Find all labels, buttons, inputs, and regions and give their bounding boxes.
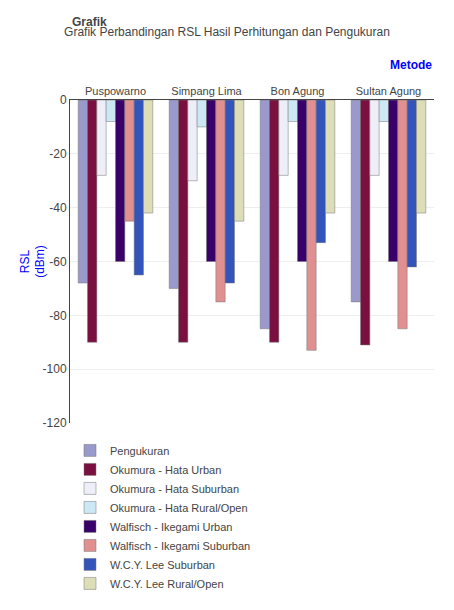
svg-text:-60: -60 (49, 255, 67, 269)
svg-text:-20: -20 (49, 147, 67, 161)
svg-text:Bon Agung: Bon Agung (271, 85, 325, 97)
svg-text:RSL(dBm): RSL(dBm) (18, 245, 48, 278)
svg-text:-40: -40 (49, 201, 67, 215)
svg-text:Puspowarno: Puspowarno (85, 85, 146, 97)
svg-text:Pengukuran: Pengukuran (110, 445, 169, 457)
svg-text:Grafik Perbandingan RSL Hasil: Grafik Perbandingan RSL Hasil Perhitunga… (64, 25, 390, 39)
svg-text:Walfisch - Ikegami Suburban: Walfisch - Ikegami Suburban (110, 540, 250, 552)
svg-text:Grafik: Grafik (72, 15, 107, 29)
svg-text:W.C.Y. Lee Suburban: W.C.Y. Lee Suburban (110, 559, 215, 571)
svg-text:W.C.Y. Lee Rural/Open: W.C.Y. Lee Rural/Open (110, 578, 224, 590)
svg-text:-120: -120 (43, 416, 67, 430)
svg-text:Metode: Metode (390, 58, 432, 72)
svg-text:Okumura - Hata Urban: Okumura - Hata Urban (110, 464, 221, 476)
svg-text:Walfisch - Ikegami Urban: Walfisch - Ikegami Urban (110, 521, 232, 533)
svg-text:-100: -100 (43, 362, 67, 376)
svg-text:0: 0 (60, 93, 67, 107)
svg-text:Sultan Agung: Sultan Agung (356, 85, 421, 97)
svg-text:Okumura - Hata Suburban: Okumura - Hata Suburban (110, 483, 239, 495)
svg-text:Simpang Lima: Simpang Lima (171, 85, 242, 97)
svg-text:Okumura - Hata Rural/Open: Okumura - Hata Rural/Open (110, 502, 248, 514)
svg-text:-80: -80 (49, 309, 67, 323)
